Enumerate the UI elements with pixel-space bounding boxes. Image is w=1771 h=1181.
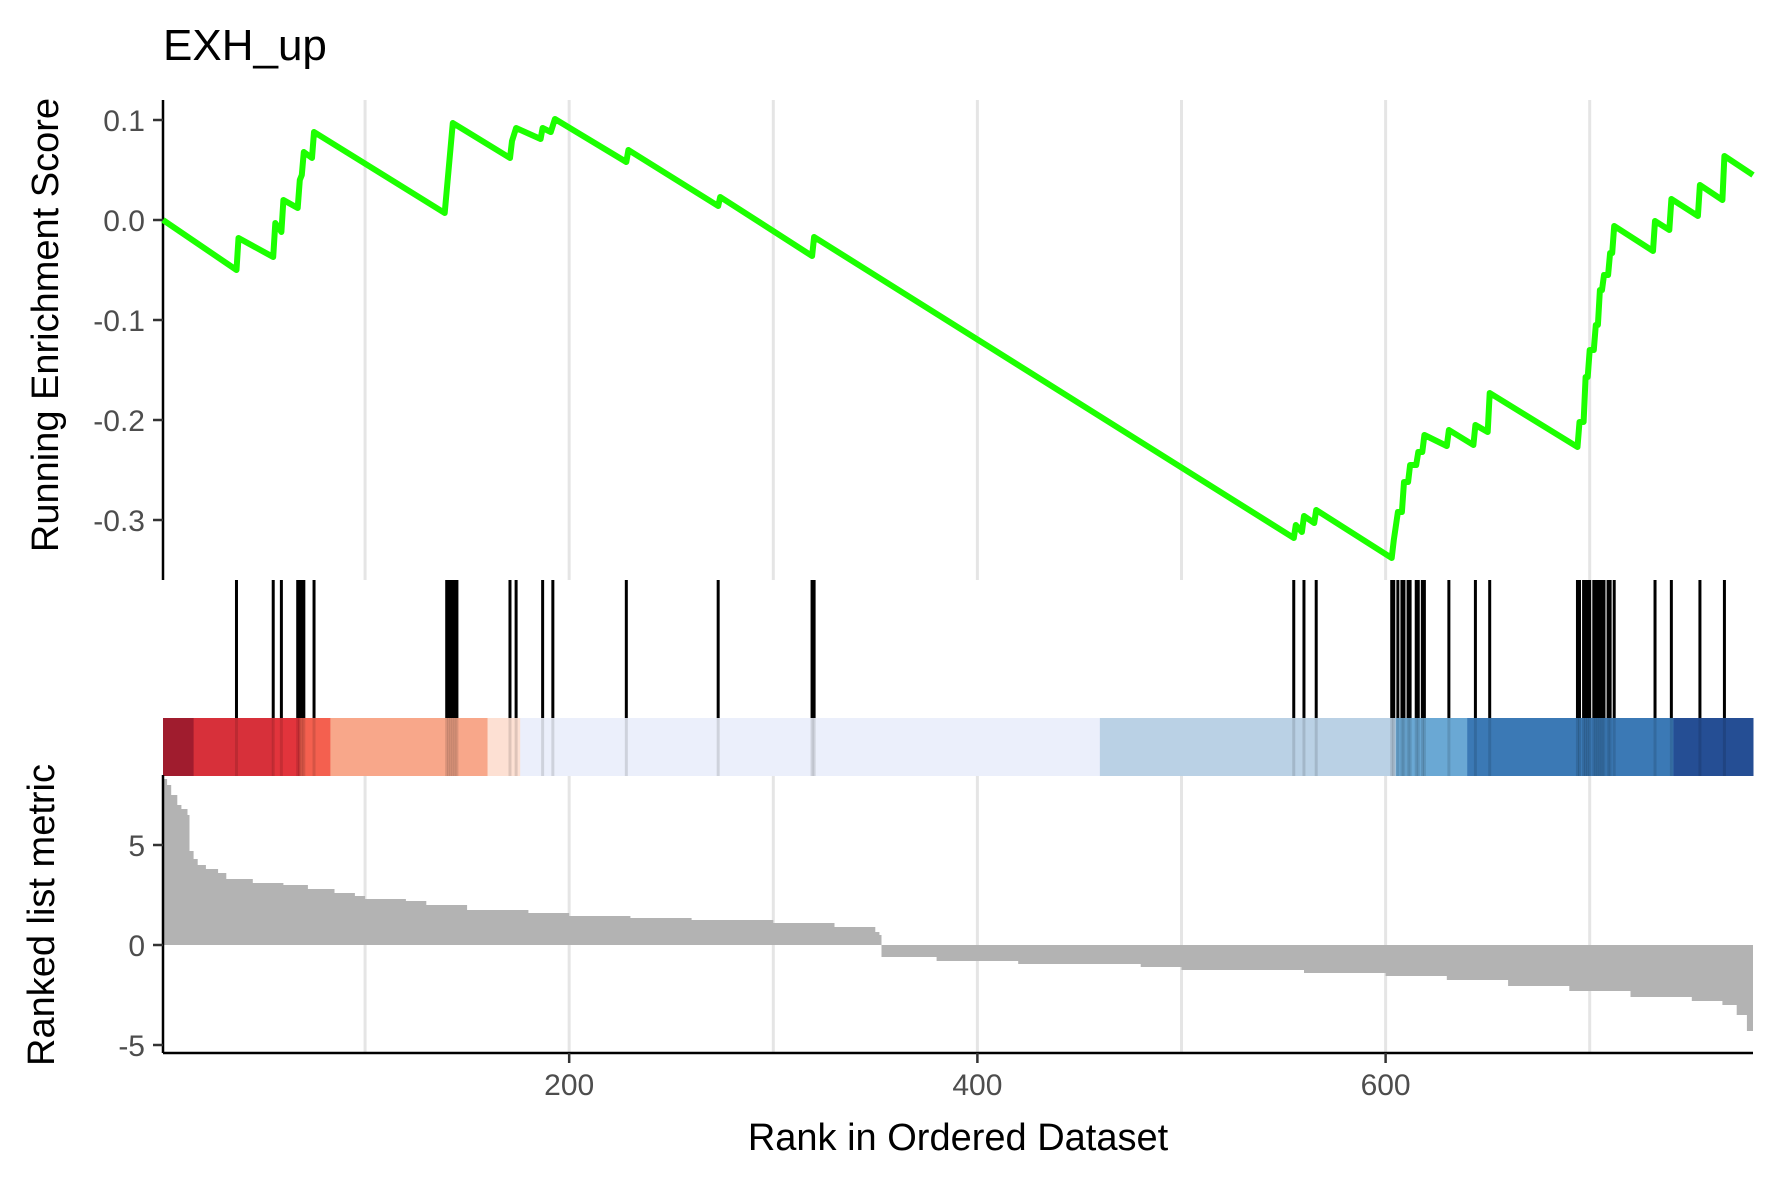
x-axis-label: Rank in Ordered Dataset [748,1117,1169,1159]
chart-title: EXH_up [163,21,327,70]
top-ytick-label-4: -0.3 [93,505,145,538]
colorbar-segment-6 [520,718,1101,776]
bottom-ytick-label-1: 0 [128,930,145,963]
bottom-panel-y-label: Ranked list metric [21,764,63,1066]
colorbar-segment-9 [1467,718,1674,776]
top-panel-y-label: Running Enrichment Score [25,98,67,552]
bottom-ytick-label-0: 5 [128,830,145,863]
colorbar-segment-8 [1395,718,1468,776]
top-ytick-label-1: 0.0 [103,205,145,238]
colorbar-segment-1 [193,718,274,776]
x-axis-ticks: 200 400 600 [544,1053,1411,1102]
colorbar-segment-3 [299,718,331,776]
top-panel-gridlines [363,100,1592,580]
running-es-line [161,116,1755,561]
gene-hit-markers [234,580,1726,718]
xtick-label-0: 200 [544,1069,594,1102]
top-ytick-label-0: 0.1 [103,105,145,138]
colorbar-segment-4 [330,718,489,776]
colorbar-segment-10 [1673,718,1754,776]
colorbar-segment-0 [163,718,195,776]
ranked-metric-area [163,779,1753,1047]
bottom-panel-y-ticks: 5 0 -5 [118,830,163,1063]
xtick-label-1: 400 [952,1069,1002,1102]
top-ytick-label-2: -0.1 [93,305,145,338]
top-ytick-label-3: -0.2 [93,405,145,438]
xtick-label-2: 600 [1361,1069,1411,1102]
colorbar-segment-2 [273,718,301,776]
top-panel-y-ticks: 0.1 0.0 -0.1 -0.2 -0.3 [93,105,163,538]
rank-colorbar [163,718,1754,776]
colorbar-segment-5 [487,718,521,776]
colorbar-segment-7 [1099,718,1397,776]
bottom-ytick-label-2: -5 [118,1030,145,1063]
